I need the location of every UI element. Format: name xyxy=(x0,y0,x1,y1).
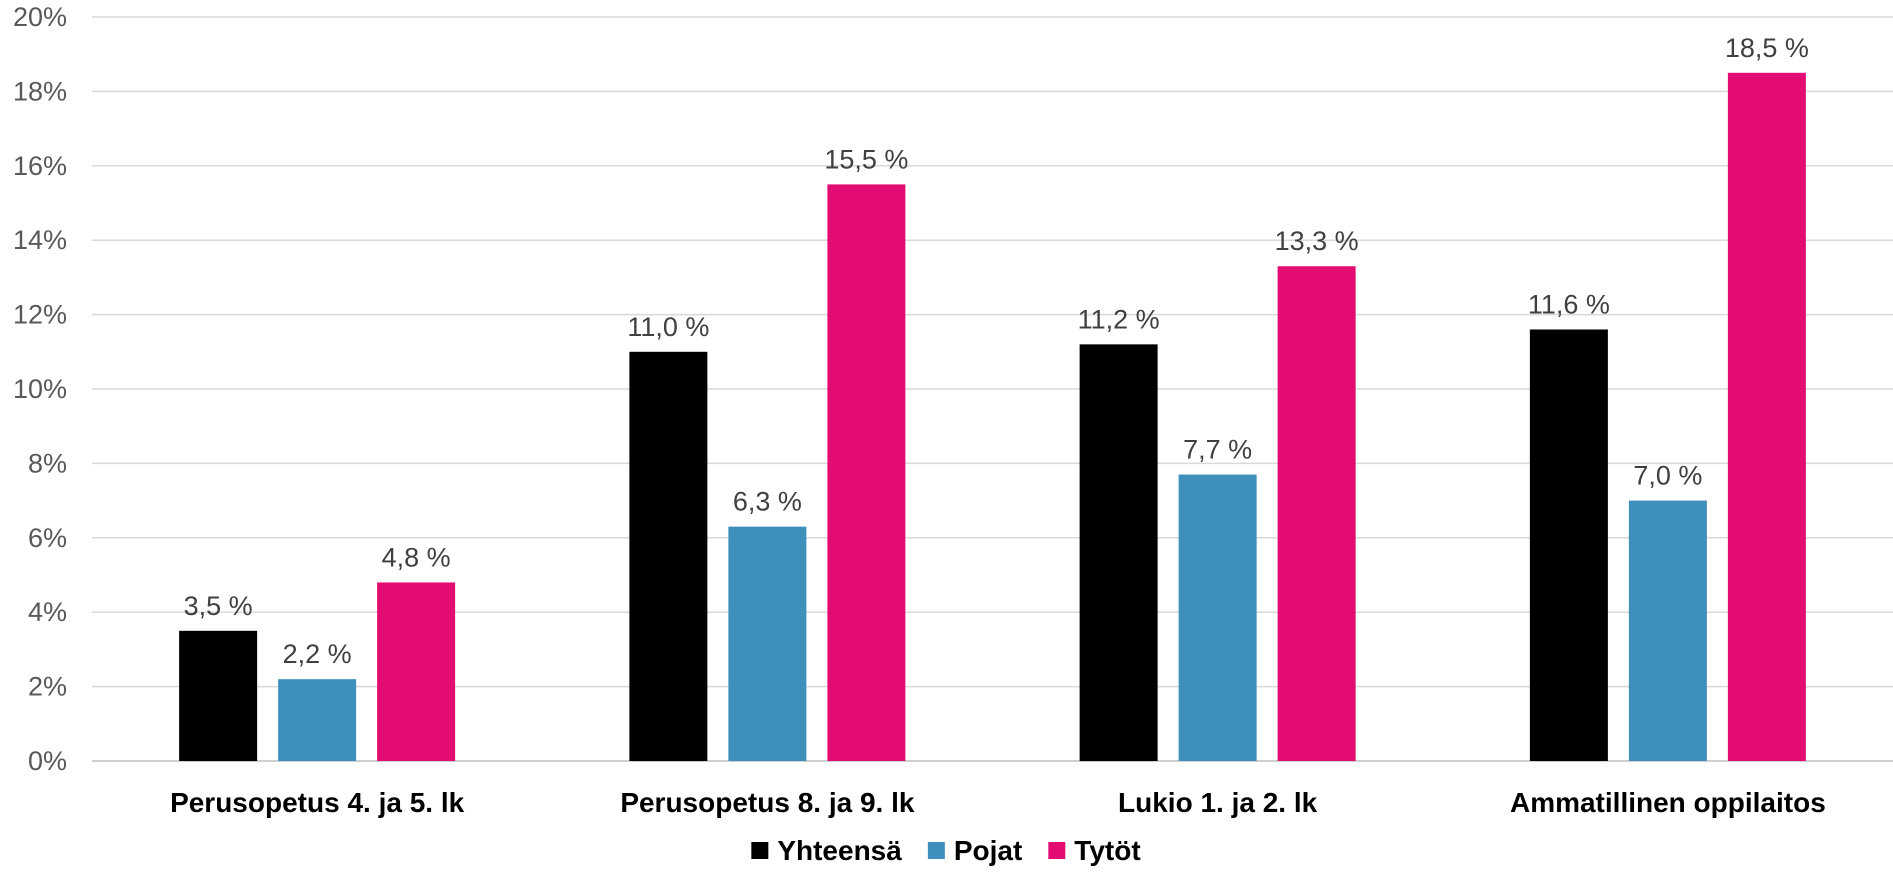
bar xyxy=(278,679,357,761)
legend-label: Tytöt xyxy=(1074,835,1140,866)
bar xyxy=(179,630,258,761)
data-label: 7,0 % xyxy=(1633,461,1702,491)
data-label: 11,0 % xyxy=(627,312,709,342)
bar xyxy=(1529,329,1608,761)
x-axis: Perusopetus 4. ja 5. lk Perusopetus 8. ja… xyxy=(170,787,1826,818)
x-tick-label: Perusopetus 4. ja 5. lk xyxy=(170,787,465,818)
x-tick-label: Perusopetus 8. ja 9. lk xyxy=(620,787,915,818)
y-tick-label: 2% xyxy=(28,672,67,702)
gridlines xyxy=(92,16,1893,762)
data-label: 6,3 % xyxy=(733,487,802,517)
bar xyxy=(1727,72,1806,762)
x-tick-label: Ammatillinen oppilaitos xyxy=(1510,787,1826,818)
y-tick-label: 18% xyxy=(13,76,67,106)
legend-swatch xyxy=(927,842,945,859)
bar xyxy=(629,351,708,761)
bar xyxy=(1079,344,1158,761)
bar xyxy=(827,184,906,761)
data-label: 4,8 % xyxy=(382,542,451,572)
data-label: 3,5 % xyxy=(184,591,253,621)
y-axis: 0% 2% 4% 6% 8% 10% 12% 14% 16% 18% 20% xyxy=(13,2,67,776)
data-label: 2,2 % xyxy=(283,639,352,669)
legend-swatch xyxy=(751,842,769,859)
y-tick-label: 6% xyxy=(28,523,67,553)
x-tick-label: Lukio 1. ja 2. lk xyxy=(1118,787,1318,818)
y-tick-label: 0% xyxy=(28,746,67,776)
data-label: 13,3 % xyxy=(1275,226,1359,256)
bar xyxy=(1628,500,1707,761)
bars: 3,5 % 2,2 % 4,8 % 11,0 % 6,3 % 15,5 % 11,2 % 7,… xyxy=(179,33,1809,762)
data-label: 7,7 % xyxy=(1183,435,1252,465)
y-tick-label: 12% xyxy=(13,300,67,330)
y-tick-label: 8% xyxy=(28,448,67,478)
legend-label: Yhteensä xyxy=(777,835,902,866)
data-label: 11,2 % xyxy=(1078,304,1160,334)
y-tick-label: 4% xyxy=(28,597,67,627)
data-label: 18,5 % xyxy=(1725,33,1809,63)
bar xyxy=(1178,474,1257,761)
y-tick-label: 10% xyxy=(13,374,67,404)
bar xyxy=(1277,266,1356,761)
data-label: 15,5 % xyxy=(824,144,908,174)
data-label: 11,6 % xyxy=(1528,289,1610,319)
legend-label: Pojat xyxy=(954,835,1022,866)
bar xyxy=(728,526,807,761)
y-tick-label: 16% xyxy=(13,151,67,181)
y-tick-label: 20% xyxy=(13,2,67,32)
bar xyxy=(377,582,456,761)
legend-swatch xyxy=(1048,842,1066,859)
legend: Yhteensä Pojat Tytöt xyxy=(751,835,1141,866)
y-tick-label: 14% xyxy=(13,225,67,255)
